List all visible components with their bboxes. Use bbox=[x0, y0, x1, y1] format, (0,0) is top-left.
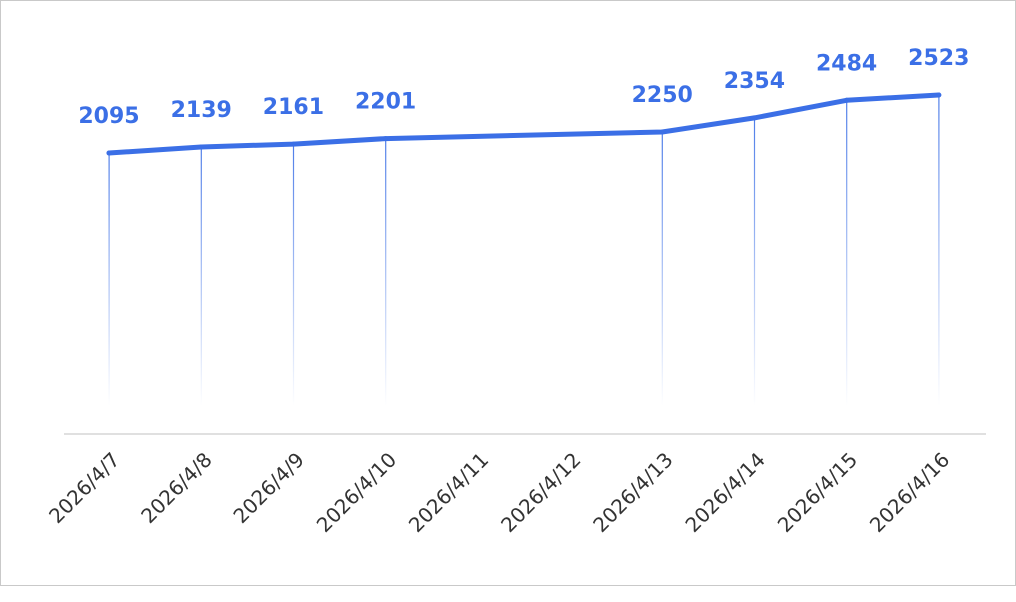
data-label: 2523 bbox=[908, 46, 969, 71]
data-point bbox=[936, 92, 942, 98]
data-point bbox=[751, 115, 757, 121]
data-label: 2484 bbox=[816, 51, 877, 76]
drop-line bbox=[108, 153, 110, 406]
data-point bbox=[383, 136, 389, 142]
data-label: 2139 bbox=[171, 98, 232, 123]
data-point bbox=[290, 141, 296, 147]
x-tick-label: 2026/4/9 bbox=[228, 448, 308, 528]
x-tick-label: 2026/4/8 bbox=[136, 448, 216, 528]
chart-frame: 2095 2139 2161 2201 2250 2354 2484 2523 2026/4/… bbox=[0, 0, 1016, 586]
data-label: 2201 bbox=[355, 90, 416, 115]
data-point bbox=[198, 144, 204, 150]
data-labels: 2095 2139 2161 2201 2250 2354 2484 2523 bbox=[78, 46, 969, 129]
drop-line bbox=[753, 117, 756, 407]
data-label: 2161 bbox=[263, 95, 324, 120]
drop-line bbox=[938, 95, 940, 406]
x-tick-label: 2026/4/16 bbox=[865, 448, 954, 537]
drop-line bbox=[661, 132, 663, 406]
drop-line bbox=[385, 138, 387, 406]
x-tick-label: 2026/4/15 bbox=[773, 448, 862, 537]
x-tick-label: 2026/4/10 bbox=[312, 448, 401, 537]
x-tick-label: 2026/4/11 bbox=[404, 448, 493, 537]
drop-line bbox=[200, 147, 202, 406]
line-chart: 2095 2139 2161 2201 2250 2354 2484 2523 2026/4/… bbox=[44, 46, 986, 537]
drop-line bbox=[292, 144, 295, 406]
series-line bbox=[106, 92, 942, 156]
x-tick-label: 2026/4/14 bbox=[680, 448, 769, 537]
data-point bbox=[844, 97, 850, 103]
data-label: 2250 bbox=[632, 83, 693, 108]
data-point bbox=[106, 150, 112, 156]
data-point bbox=[659, 129, 665, 135]
x-tick-label: 2026/4/13 bbox=[588, 448, 677, 537]
data-label: 2354 bbox=[724, 69, 785, 94]
data-label: 2095 bbox=[78, 104, 139, 129]
x-tick-label: 2026/4/7 bbox=[44, 448, 124, 528]
x-tick-labels: 2026/4/7 2026/4/8 2026/4/9 2026/4/10 2026/4/… bbox=[44, 448, 954, 537]
drop-lines bbox=[108, 95, 940, 407]
drop-line bbox=[846, 100, 848, 407]
series-group bbox=[106, 92, 942, 156]
x-tick-label: 2026/4/12 bbox=[496, 448, 585, 537]
